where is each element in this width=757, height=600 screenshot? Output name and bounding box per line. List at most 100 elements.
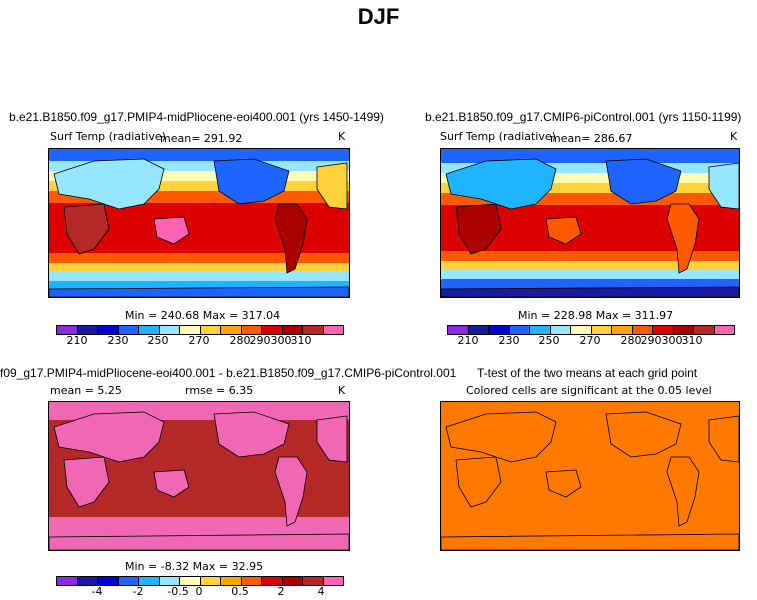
colorbar-cell (159, 326, 180, 334)
cbar-tick: 300 (270, 334, 292, 347)
colorbar-cell (200, 577, 221, 585)
colorbar-cell (200, 326, 221, 334)
colorbar-cell (221, 326, 242, 334)
cbar-tick: -4 (91, 585, 103, 598)
cbar-tick: 290 (640, 334, 662, 347)
cbar-tick: 230 (107, 334, 129, 347)
colorbar-cell (262, 577, 283, 585)
cbar-tick: 270 (579, 334, 601, 347)
units-label-bottom-left: K (338, 384, 346, 397)
colorbar-top-right-cells (447, 325, 735, 335)
colorbar-cell (180, 326, 201, 334)
colorbar-cell (98, 326, 119, 334)
map-top-right (440, 148, 740, 298)
cbar-tick: 210 (457, 334, 479, 347)
colorbar-cell (241, 326, 262, 334)
colorbar-cell (550, 326, 571, 334)
cbar-tick: 300 (661, 334, 683, 347)
cbar-tick: 230 (498, 334, 520, 347)
cbar-tick: 4 (317, 585, 325, 598)
panel-title-bottom-right: T-test of the two means at each grid poi… (477, 366, 698, 380)
colorbar-cell (262, 326, 283, 334)
colorbar-cell (673, 326, 694, 334)
colorbar-cell (448, 326, 469, 334)
panel-title-bottom-left: f09_g17.PMIP4-midPliocene-eoi400.001 - b… (0, 366, 457, 380)
map-bottom-left (48, 401, 350, 551)
panel-title-top-right: b.e21.B1850.f09_g17.CMIP6-piControl.001 … (425, 110, 742, 124)
map-top-left-svg (49, 149, 349, 297)
variable-label-top-left: Surf Temp (radiative) (50, 130, 166, 143)
cbar-tick: 310 (681, 334, 703, 347)
colorbar-bottom-left-ticks: -4 -2 -0.5 0 0.5 2 4 (56, 585, 342, 599)
colorbar-cell (77, 326, 98, 334)
colorbar-cell (323, 326, 343, 334)
cbar-tick: 250 (147, 334, 169, 347)
colorbar-cell (694, 326, 715, 334)
cbar-tick: 270 (188, 334, 210, 347)
map-top-left (48, 148, 350, 298)
cbar-tick: 0.5 (231, 585, 249, 598)
panel-title-top-left: b.e21.B1850.f09_g17.PMIP4-midPliocene-eo… (9, 110, 384, 124)
colorbar-cell (241, 577, 262, 585)
subtitle-bottom-right: Colored cells are significant at the 0.0… (466, 384, 712, 397)
variable-label-top-right: Surf Temp (radiative) (440, 130, 556, 143)
colorbar-cell (323, 577, 343, 585)
colorbar-cell (57, 326, 78, 334)
colorbar-cell (57, 577, 78, 585)
colorbar-cell (118, 577, 139, 585)
colorbar-cell (303, 577, 324, 585)
colorbar-cell (468, 326, 489, 334)
colorbar-top-left (56, 325, 344, 335)
mean-label-top-left: mean= 291.92 (160, 132, 243, 145)
cbar-tick: 0 (195, 585, 203, 598)
colorbar-cell (653, 326, 674, 334)
map-bottom-right-svg (441, 402, 739, 550)
cbar-tick: 290 (249, 334, 271, 347)
cbar-tick: 210 (66, 334, 88, 347)
colorbar-cell (139, 577, 160, 585)
colorbar-cell (571, 326, 592, 334)
map-top-right-svg (441, 149, 739, 297)
colorbar-cell (282, 577, 303, 585)
colorbar-cell (612, 326, 633, 334)
colorbar-cell (632, 326, 653, 334)
colorbar-cell (282, 326, 303, 334)
colorbar-top-left-cells (56, 325, 344, 335)
cbar-tick: 280 (620, 334, 642, 347)
map-bottom-left-svg (49, 402, 349, 550)
units-label-top-left: K (338, 130, 346, 143)
mean-label-top-right: mean= 286.67 (550, 132, 633, 145)
cbar-tick: 280 (229, 334, 251, 347)
cbar-tick: -0.5 (167, 585, 189, 598)
figure-title: DJF (357, 4, 400, 29)
colorbar-bottom-left-cells (56, 576, 344, 586)
colorbar-cell (591, 326, 612, 334)
colorbar-cell (221, 577, 242, 585)
colorbar-cell (98, 577, 119, 585)
mean-label-bottom-left: mean = 5.25 (50, 384, 122, 397)
map-bottom-right (440, 401, 740, 551)
minmax-label-top-right: Min = 228.98 Max = 311.97 (518, 309, 674, 322)
colorbar-cell (180, 577, 201, 585)
colorbar-cell (489, 326, 510, 334)
cbar-tick: -2 (132, 585, 144, 598)
colorbar-cell (303, 326, 324, 334)
colorbar-cell (77, 577, 98, 585)
units-label-top-right: K (730, 130, 738, 143)
colorbar-cell (509, 326, 530, 334)
colorbar-cell (118, 326, 139, 334)
rmse-label-bottom-left: rmse = 6.35 (185, 384, 254, 397)
cbar-tick: 310 (290, 334, 312, 347)
cbar-tick: 250 (538, 334, 560, 347)
colorbar-bottom-left (56, 576, 344, 586)
colorbar-top-right-ticks: 210 230 250 270 280 290 300 310 (447, 334, 733, 348)
colorbar-cell (159, 577, 180, 585)
colorbar-top-right (447, 325, 735, 335)
colorbar-top-left-ticks: 210 230 250 270 280 290 300 310 (56, 334, 342, 348)
minmax-label-bottom-left: Min = -8.32 Max = 32.95 (125, 560, 264, 573)
minmax-label-top-left: Min = 240.68 Max = 317.04 (125, 309, 281, 322)
colorbar-cell (714, 326, 734, 334)
cbar-tick: 2 (277, 585, 285, 598)
colorbar-cell (139, 326, 160, 334)
colorbar-cell (530, 326, 551, 334)
